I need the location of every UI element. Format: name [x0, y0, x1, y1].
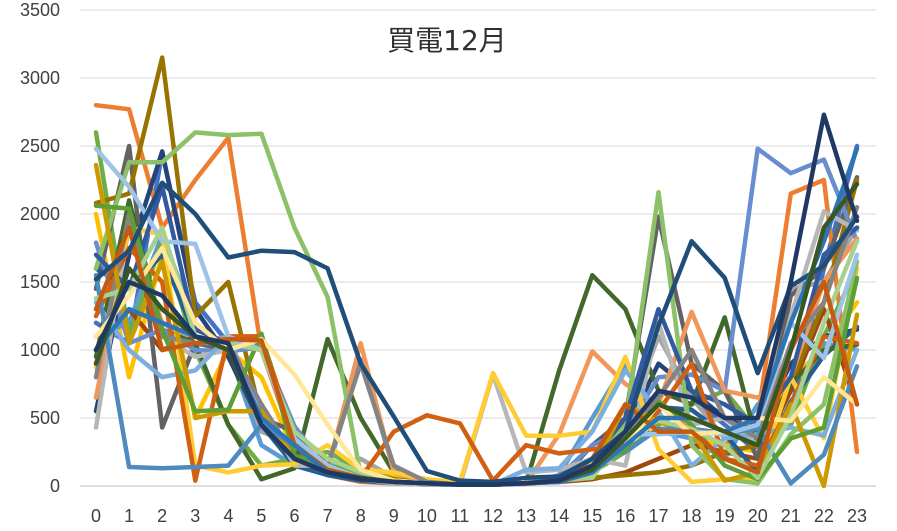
- x-tick-label: 9: [389, 506, 399, 526]
- x-tick-label: 5: [256, 506, 266, 526]
- x-tick-label: 7: [323, 506, 333, 526]
- y-tick-label: 1000: [20, 340, 60, 360]
- x-tick-label: 14: [549, 506, 569, 526]
- x-tick-label: 22: [814, 506, 834, 526]
- y-tick-label: 500: [30, 408, 60, 428]
- x-tick-label: 3: [190, 506, 200, 526]
- x-tick-label: 0: [91, 506, 101, 526]
- x-tick-label: 23: [847, 506, 867, 526]
- chart-title: 買電12月: [387, 24, 507, 57]
- x-tick-label: 15: [582, 506, 602, 526]
- x-tick-label: 21: [781, 506, 801, 526]
- x-tick-label: 10: [417, 506, 437, 526]
- x-axis-ticks: 0 1 2 3 4 5 6 7 8 9 10 11 12 13 14 15 16 17 18 19 20 21 22 23: [91, 506, 867, 526]
- x-tick-label: 18: [682, 506, 702, 526]
- series-line-32: [93, 112, 860, 487]
- x-tick-label: 4: [223, 506, 233, 526]
- x-tick-label: 13: [516, 506, 536, 526]
- series-lines: [93, 55, 860, 489]
- y-tick-label: 3500: [20, 0, 60, 20]
- x-tick-label: 2: [157, 506, 167, 526]
- x-tick-label: 1: [124, 506, 134, 526]
- x-tick-label: 16: [615, 506, 635, 526]
- x-tick-label: 19: [715, 506, 735, 526]
- y-axis-ticks: 0 500 1000 1500 2000 2500 3000 3500: [20, 0, 60, 496]
- x-tick-label: 8: [356, 506, 366, 526]
- y-tick-label: 2500: [20, 136, 60, 156]
- x-tick-label: 20: [748, 506, 768, 526]
- y-tick-label: 0: [50, 476, 60, 496]
- y-tick-label: 2000: [20, 204, 60, 224]
- series-line-29: [93, 180, 860, 485]
- x-tick-label: 17: [648, 506, 668, 526]
- y-tick-label: 3000: [20, 68, 60, 88]
- x-tick-label: 11: [451, 506, 470, 526]
- x-tick-label: 12: [483, 506, 503, 526]
- y-tick-label: 1500: [20, 272, 60, 292]
- x-tick-label: 6: [290, 506, 300, 526]
